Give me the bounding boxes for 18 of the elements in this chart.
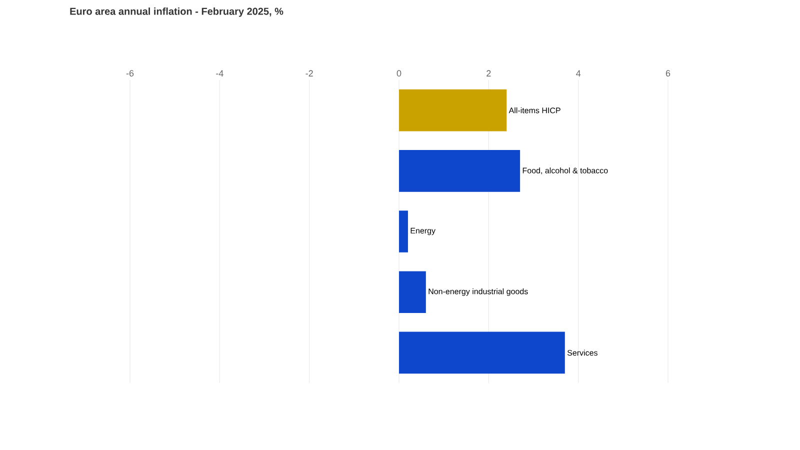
x-tick-label: 6 [666,70,670,76]
x-tick-label: -2 [306,70,313,76]
x-tick-label: 0 [396,70,402,76]
bar [399,271,426,314]
y-tick-label: Food, alcohol & tobacco [522,167,608,174]
y-tick-label: Non-energy industrial goods [428,288,528,296]
y-tick-label: Services [567,350,598,356]
y-tick-label: All-items HICP [508,107,560,114]
x-tick-label: 2 [486,70,491,76]
y-tick-label: Energy [410,228,436,236]
bar [399,89,507,132]
bar [399,150,520,192]
x-tick-label: -6 [126,70,134,76]
bar [399,332,565,374]
bar [399,210,408,252]
chart-title: Euro area annual inflation - February 2025, % [70,8,284,17]
x-tick-label: -4 [216,70,224,76]
x-tick-label: 4 [576,70,581,76]
